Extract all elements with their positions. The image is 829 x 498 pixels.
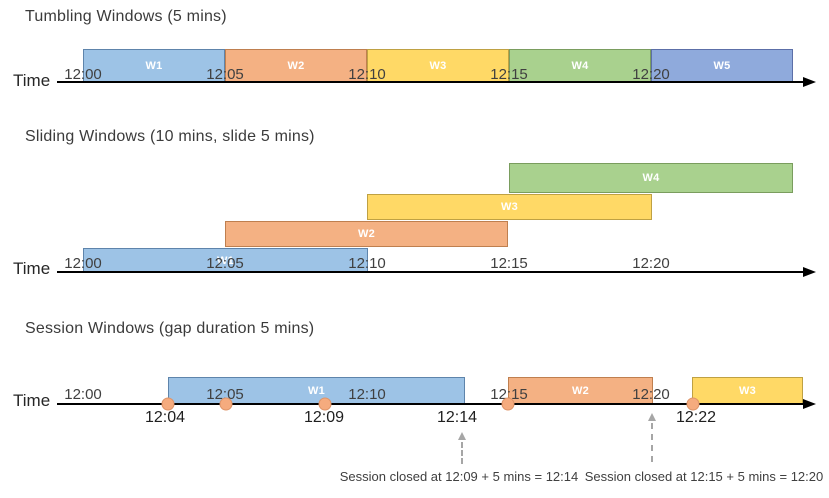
session-time-axis-label: Time <box>13 391 51 410</box>
window-label: W1 <box>307 384 326 397</box>
tumbling-title: Tumbling Windows (5 mins) <box>25 8 227 25</box>
tick-label: 12:15 <box>490 66 528 83</box>
event-dot <box>219 397 233 411</box>
session-closed-annotation-1: Session closed at 12:09 + 5 mins = 12:14 <box>339 469 579 484</box>
tick-label: 12:10 <box>348 66 386 83</box>
tumbling-window-w4: W4 <box>509 49 651 83</box>
window-label: W2 <box>287 60 305 72</box>
session-timeline-arrow-icon <box>803 399 816 409</box>
event-dot <box>318 397 332 411</box>
tumbling-time-axis-label: Time <box>13 71 51 90</box>
window-close-time-label: 12:14 <box>436 409 478 426</box>
sliding-window-w2: W2 <box>225 221 508 247</box>
up-arrow-icon <box>458 432 466 440</box>
event-time-label: 12:04 <box>144 409 186 426</box>
tick-label: 12:20 <box>632 386 670 403</box>
window-label: W3 <box>429 60 447 72</box>
sliding-title: Sliding Windows (10 mins, slide 5 mins) <box>25 128 315 145</box>
up-arrow-icon <box>648 413 656 421</box>
event-dot <box>501 397 515 411</box>
window-label: W2 <box>357 228 376 240</box>
tick-label: 12:20 <box>632 255 670 272</box>
tick-label: 12:10 <box>348 255 386 272</box>
window-label: W4 <box>642 172 660 184</box>
sliding-timeline <box>57 271 805 273</box>
tick-label: 12:05 <box>206 386 244 403</box>
session-window-w2: W2 <box>508 377 653 404</box>
session-closed-annotation-2: Session closed at 12:15 + 5 mins = 12:20 <box>584 469 824 484</box>
session-title: Session Windows (gap duration 5 mins) <box>25 320 315 337</box>
dashed-callout-line <box>461 442 463 464</box>
dashed-callout-line <box>651 423 653 462</box>
event-dot <box>686 397 700 411</box>
event-time-label: 12:09 <box>303 409 345 426</box>
sliding-window-w4: W4 <box>509 163 793 193</box>
tumbling-timeline-arrow-icon <box>803 77 816 87</box>
tick-label: 12:00 <box>64 386 102 403</box>
window-label: W3 <box>738 384 757 397</box>
tumbling-window-w3: W3 <box>367 49 509 83</box>
session-window-w3: W3 <box>692 377 803 404</box>
sliding-window-w3: W3 <box>367 194 652 220</box>
session-timeline <box>57 403 805 405</box>
window-label: W5 <box>713 60 731 72</box>
tick-label: 12:15 <box>490 386 528 403</box>
tumbling-window-w2: W2 <box>225 49 367 83</box>
window-label: W3 <box>500 201 519 213</box>
tumbling-timeline <box>57 81 805 83</box>
window-label: W1 <box>145 60 163 72</box>
sliding-timeline-arrow-icon <box>803 267 816 277</box>
session-window-w1: W1 <box>168 377 465 404</box>
tick-label: 12:20 <box>632 66 670 83</box>
window-label: W1 <box>216 254 235 267</box>
tick-label: 12:00 <box>64 66 102 83</box>
tumbling-window-w5: W5 <box>651 49 793 83</box>
tick-label: 12:00 <box>64 255 102 272</box>
window-label: W4 <box>571 60 589 72</box>
tumbling-window-w1: W1 <box>83 49 225 83</box>
window-label: W2 <box>571 384 590 397</box>
tick-label: 12:10 <box>348 386 386 403</box>
tick-label: 12:15 <box>490 255 528 272</box>
event-time-label: 12:22 <box>675 409 717 426</box>
sliding-time-axis-label: Time <box>13 259 51 278</box>
event-dot <box>161 397 175 411</box>
tick-label: 12:05 <box>206 66 244 83</box>
tick-label: 12:05 <box>206 255 244 272</box>
